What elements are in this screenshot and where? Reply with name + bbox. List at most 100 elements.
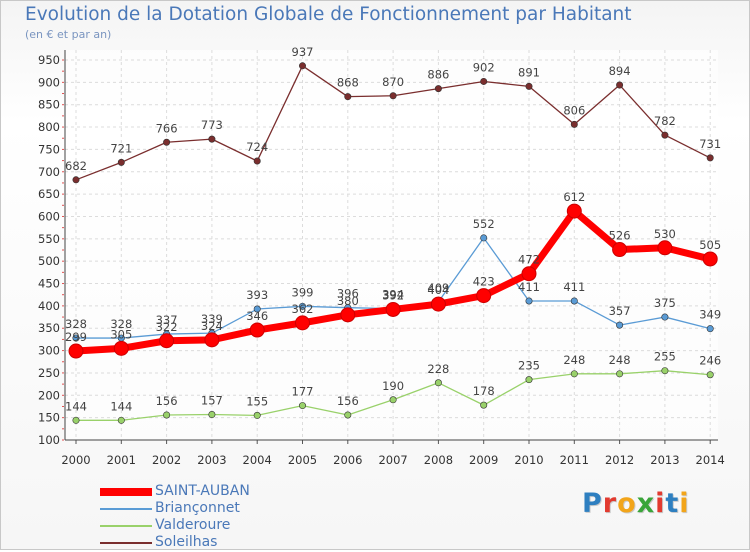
data-label: 156 xyxy=(337,394,359,408)
data-label: 246 xyxy=(699,354,721,368)
data-point xyxy=(616,370,624,378)
data-label: 411 xyxy=(518,280,540,294)
data-label: 411 xyxy=(563,280,585,294)
y-tick-label: 950 xyxy=(38,53,60,67)
x-tick-label: 2006 xyxy=(333,453,362,467)
data-label: 721 xyxy=(110,141,132,155)
series-soleilhas: 682 721 766 773 724 937 868 870 886 902 891 806 894 7… xyxy=(65,45,721,184)
data-label: 782 xyxy=(654,114,676,128)
data-point xyxy=(706,325,714,333)
data-label: 157 xyxy=(201,394,223,408)
data-point xyxy=(385,301,401,317)
x-tick-label: 2005 xyxy=(288,453,317,467)
y-tick-label: 700 xyxy=(38,165,60,179)
data-label: 396 xyxy=(337,287,359,301)
data-point xyxy=(389,92,397,100)
data-label: 773 xyxy=(201,118,223,132)
data-point xyxy=(117,416,125,424)
data-label: 255 xyxy=(654,350,676,364)
y-tick-label: 800 xyxy=(38,120,60,134)
data-label: 552 xyxy=(473,217,495,231)
x-tick-label: 2013 xyxy=(650,453,679,467)
data-label: 328 xyxy=(65,317,87,331)
data-label: 177 xyxy=(292,385,314,399)
data-label: 902 xyxy=(473,60,495,74)
y-tick-label: 150 xyxy=(38,411,60,425)
data-point xyxy=(616,321,624,329)
data-label: 472 xyxy=(518,253,540,267)
data-label: 870 xyxy=(382,75,404,89)
x-tick-label: 2001 xyxy=(107,453,136,467)
data-point xyxy=(570,120,578,128)
data-point xyxy=(253,305,261,313)
data-point xyxy=(521,266,537,282)
y-tick-label: 350 xyxy=(38,321,60,335)
x-tick-label: 2002 xyxy=(152,453,181,467)
data-label: 724 xyxy=(246,140,268,154)
data-label: 380 xyxy=(337,294,359,308)
data-point xyxy=(204,332,220,348)
data-point xyxy=(72,416,80,424)
data-label: 248 xyxy=(609,353,631,367)
data-point xyxy=(657,240,673,256)
x-tick-label: 2011 xyxy=(560,453,589,467)
data-label: 235 xyxy=(518,359,540,373)
data-point xyxy=(434,379,442,387)
legend-swatch xyxy=(100,508,152,510)
data-point xyxy=(480,77,488,85)
series-valderoure: 144 144 156 157 155 177 156 190 228 178 235 248 248 2… xyxy=(65,350,721,424)
data-label: 322 xyxy=(156,320,178,334)
data-label: 346 xyxy=(246,309,268,323)
data-label: 766 xyxy=(156,121,178,135)
data-point xyxy=(72,334,80,342)
y-tick-label: 450 xyxy=(38,277,60,291)
data-label: 156 xyxy=(156,394,178,408)
y-axis: 100 150 200 250 300 350 400 450 500 550 600 650 700 7… xyxy=(38,50,66,447)
data-point xyxy=(612,242,628,258)
y-tick-label: 500 xyxy=(38,254,60,268)
data-label: 394 xyxy=(382,288,404,302)
x-tick-label: 2007 xyxy=(378,453,407,467)
data-label: 178 xyxy=(473,384,495,398)
y-tick-label: 400 xyxy=(38,299,60,313)
y-tick-label: 100 xyxy=(38,433,60,447)
proxiti-logo: Proxiti xyxy=(582,488,690,519)
data-label: 144 xyxy=(110,399,132,413)
data-point xyxy=(298,302,306,310)
y-tick-label: 600 xyxy=(38,209,60,223)
data-point xyxy=(566,203,582,219)
data-label: 337 xyxy=(156,313,178,327)
chart-title: Evolution de la Dotation Globale de Fonc… xyxy=(25,4,632,25)
data-label: 155 xyxy=(246,394,268,408)
legend-swatch xyxy=(100,488,152,496)
data-label: 404 xyxy=(427,283,449,297)
data-point xyxy=(525,82,533,90)
chart-subtitle: (en € et par an) xyxy=(25,28,112,41)
data-label: 731 xyxy=(699,137,721,151)
x-axis: 2000 2001 2002 2003 2004 2005 2006 2007 2008 2009… xyxy=(61,439,725,467)
data-label: 357 xyxy=(609,304,631,318)
data-label: 299 xyxy=(65,330,87,344)
series-group: 682 721 766 773 724 937 868 870 886 902 891 806 894 7… xyxy=(65,45,721,424)
data-label: 806 xyxy=(563,103,585,117)
x-tick-label: 2012 xyxy=(605,453,634,467)
data-point xyxy=(298,402,306,410)
data-label: 339 xyxy=(201,312,223,326)
legend-label: Soleilhas xyxy=(155,534,218,550)
data-point xyxy=(389,396,397,404)
data-label: 868 xyxy=(337,76,359,90)
data-point xyxy=(68,343,84,359)
x-tick-label: 2008 xyxy=(424,453,453,467)
y-tick-label: 550 xyxy=(38,232,60,246)
data-point xyxy=(72,176,80,184)
data-label: 144 xyxy=(65,399,87,413)
data-point xyxy=(344,411,352,419)
data-point xyxy=(570,297,578,305)
data-label: 362 xyxy=(292,302,314,316)
data-point xyxy=(480,401,488,409)
legend-label: Briançonnet xyxy=(155,500,240,516)
data-point xyxy=(661,367,669,375)
x-tick-label: 2004 xyxy=(243,453,272,467)
data-label: 228 xyxy=(427,362,449,376)
